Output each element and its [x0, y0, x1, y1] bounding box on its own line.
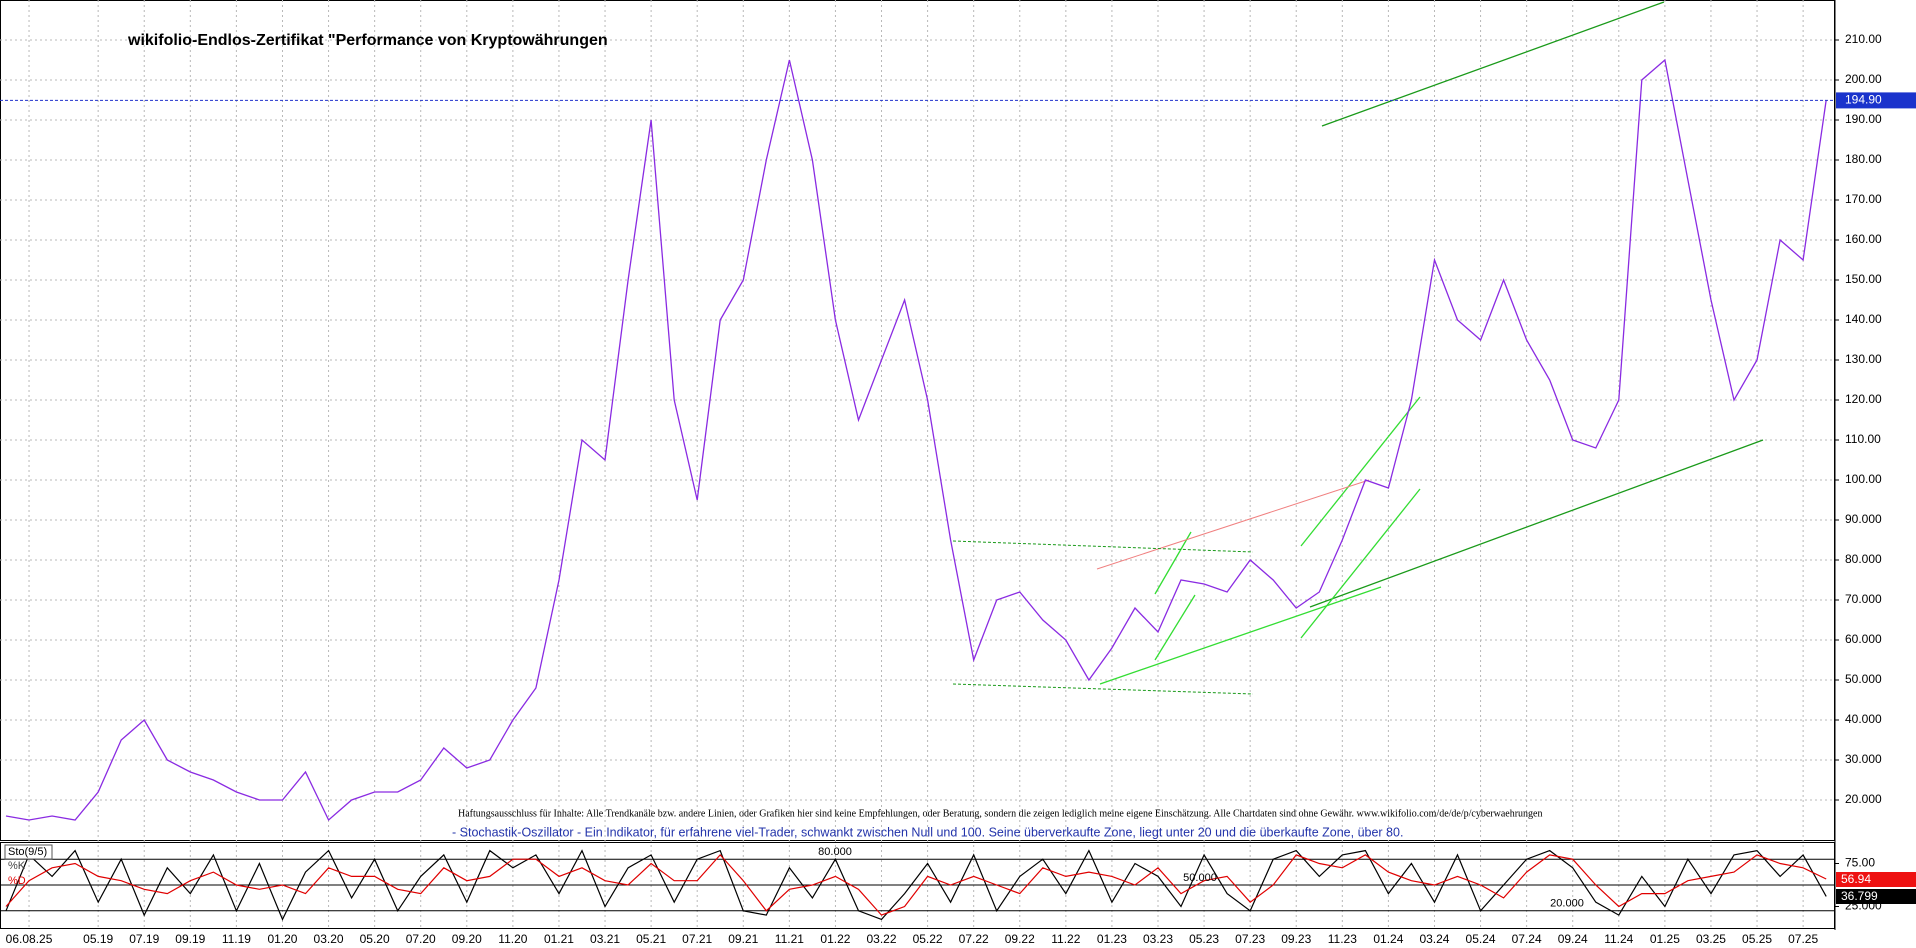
trendlines: [952, 1, 1764, 695]
x-tick-label: 01.23: [1097, 932, 1127, 946]
y-tick-label: 80.000: [1845, 552, 1882, 566]
y-tick-label: 160.00: [1845, 232, 1882, 246]
y-tick-label: 200.00: [1845, 72, 1882, 86]
trendline: [1321, 1, 1665, 127]
y-tick-label: 75.00: [1845, 856, 1875, 870]
y-tick-label: 60.000: [1845, 632, 1882, 646]
x-tick-label: 03.20: [314, 932, 344, 946]
stoch-title: Sto(9/5): [8, 846, 47, 858]
trendline: [952, 540, 1254, 553]
x-tick-label: 01.25: [1650, 932, 1680, 946]
trendline: [1099, 586, 1382, 685]
level-label: 20.000: [1550, 898, 1584, 910]
x-tick-label: 07.19: [129, 932, 159, 946]
trendline: [1300, 396, 1421, 547]
x-tick-label: 05.20: [360, 932, 390, 946]
price-label: 194.90: [1845, 93, 1882, 107]
value-box: [1836, 889, 1916, 904]
y-tick-label: 70.000: [1845, 592, 1882, 606]
x-tick-label: 09.24: [1558, 932, 1588, 946]
y-tick-label: 210.00: [1845, 32, 1882, 46]
value-label: 56.94: [1841, 872, 1871, 886]
x-tick-label: 06.08.25: [6, 932, 53, 946]
stoch-title-box: [4, 844, 53, 860]
x-tick-label: 03.22: [867, 932, 897, 946]
x-tick-label: 05.23: [1189, 932, 1219, 946]
disclaimer: Haftungsausschluss für Inhalte: Alle Tre…: [458, 808, 1543, 819]
x-tick-label: 05.19: [83, 932, 113, 946]
stoch-line: [5, 849, 1827, 921]
level-label: 50.000: [1183, 872, 1217, 884]
x-tick-label: 03.24: [1419, 932, 1449, 946]
legend-entry: %K: [8, 860, 26, 872]
legend-entry: %D: [8, 875, 26, 887]
x-tick-label: 09.21: [728, 932, 758, 946]
level-label: 80.000: [818, 846, 852, 858]
x-tick-label: 05.21: [636, 932, 666, 946]
trendline: [952, 683, 1254, 695]
x-tick-label: 03.25: [1696, 932, 1726, 946]
x-tick-label: 11.23: [1328, 932, 1357, 946]
x-tick-label: 09.22: [1005, 932, 1035, 946]
trendline: [1154, 531, 1192, 595]
x-tick-label: 07.23: [1235, 932, 1265, 946]
chart-title: wikifolio-Endlos-Zertifikat "Performance…: [127, 32, 608, 49]
y-tick-label: 100.00: [1845, 472, 1882, 486]
x-tick-label: 09.23: [1281, 932, 1311, 946]
y-tick-label: 170.00: [1845, 192, 1882, 206]
y-tick-label: 30.000: [1845, 752, 1882, 766]
y-tick-label: 120.00: [1845, 392, 1882, 406]
stoch-line: [5, 853, 1827, 916]
x-tick-label: 09.19: [175, 932, 205, 946]
x-tick-label: 07.24: [1512, 932, 1542, 946]
trendline: [1309, 439, 1764, 608]
description: - Stochastik-Oszillator - Ein Indikator,…: [452, 825, 1403, 839]
trendline: [1096, 479, 1370, 570]
trendline: [1154, 594, 1196, 661]
x-tick-label: 11.22: [1051, 932, 1080, 946]
y-tick-label: 140.00: [1845, 312, 1882, 326]
y-tick-label: 50.000: [1845, 672, 1882, 686]
marks: [5, 58, 1827, 921]
y-tick-label: 190.00: [1845, 112, 1882, 126]
x-tick-label: 11.20: [498, 932, 527, 946]
x-tick-label: 07.21: [682, 932, 712, 946]
y-tick-label: 150.00: [1845, 272, 1882, 286]
x-tick-label: 11.21: [775, 932, 804, 946]
x-tick-label: 11.24: [1604, 932, 1633, 946]
main-pane: [0, 0, 1835, 841]
x-tick-label: 01.21: [544, 932, 574, 946]
x-tick-label: 05.22: [913, 932, 943, 946]
y-tick-label: 110.00: [1845, 432, 1881, 446]
x-tick-label: 03.23: [1143, 932, 1173, 946]
value-label: 36.799: [1841, 889, 1878, 903]
x-tick-label: 01.24: [1373, 932, 1403, 946]
x-tick-label: 05.25: [1742, 932, 1772, 946]
x-tick-label: 07.20: [406, 932, 436, 946]
grid: [0, 0, 1835, 928]
x-tick-label: 05.24: [1466, 932, 1496, 946]
trendline: [1300, 488, 1421, 639]
price-line: [5, 58, 1827, 822]
x-tick-label: 11.19: [222, 932, 251, 946]
y-tick-label: 130.00: [1845, 352, 1882, 366]
x-tick-label: 09.20: [452, 932, 482, 946]
y-tick-label: 180.00: [1845, 152, 1882, 166]
x-tick-label: 07.25: [1788, 932, 1818, 946]
x-tick-label: 01.20: [267, 932, 297, 946]
value-box: [1836, 872, 1916, 887]
price-box: [1836, 92, 1916, 109]
x-tick-label: 01.22: [820, 932, 850, 946]
y-tick-label: 90.000: [1845, 512, 1882, 526]
y-tick-label: 40.000: [1845, 712, 1882, 726]
y-tick-label: 20.000: [1845, 792, 1882, 806]
x-tick-label: 03.21: [590, 932, 620, 946]
x-tick-label: 07.22: [959, 932, 989, 946]
